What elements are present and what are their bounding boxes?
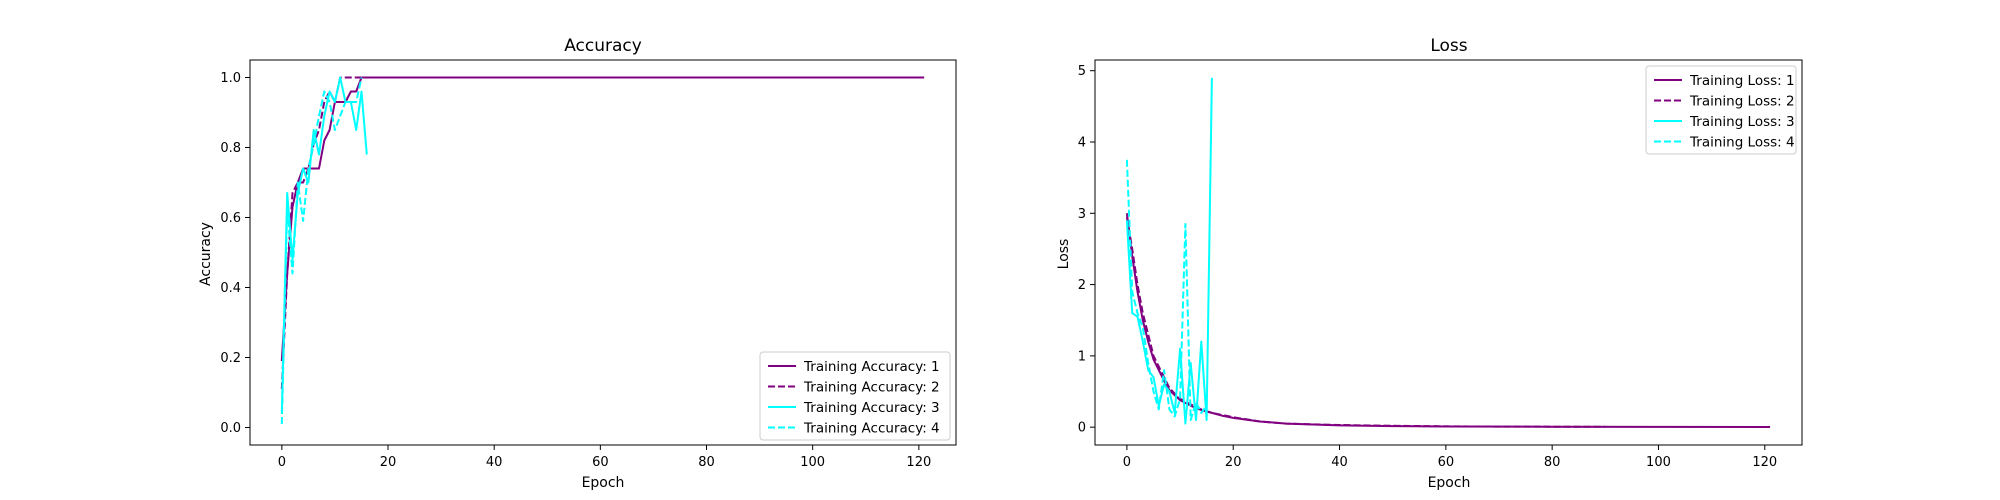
y-tick-label: 0.4 <box>220 281 241 296</box>
x-axis-label: Epoch <box>582 475 625 491</box>
y-axis-label: Accuracy <box>198 222 214 286</box>
x-tick-label: 100 <box>1646 455 1671 470</box>
y-tick-label: 1 <box>1078 349 1086 364</box>
series-line-3 <box>1125 77 1213 425</box>
x-tick-label: 0 <box>278 455 286 470</box>
series-line-1 <box>1125 213 1771 428</box>
y-tick-label: 0.8 <box>220 141 241 156</box>
accuracy-chart: Accuracy Epoch Accuracy 0 20 40 60 80 100 1200… <box>198 36 957 491</box>
legend-label: Training Accuracy: 2 <box>803 380 940 396</box>
plot-lines <box>1125 77 1771 428</box>
legend: Training Accuracy: 1 Training Accuracy: 2… <box>759 351 951 441</box>
x-tick-label: 0 <box>1123 455 1131 470</box>
legend-label: Training Loss: 4 <box>1689 135 1795 151</box>
y-tick-label: 2 <box>1078 278 1086 293</box>
plot-frame <box>1094 59 1803 446</box>
axis-ticks: 0 20 40 60 80 100 120 0 1 2 3 4 5 <box>1078 64 1777 470</box>
legend-label: Training Accuracy: 4 <box>803 421 940 437</box>
series-line-1 <box>280 76 925 362</box>
legend-box <box>1645 65 1797 155</box>
series-line-4 <box>280 77 363 425</box>
x-tick-label: 40 <box>486 455 503 470</box>
x-tick-label: 80 <box>698 455 715 470</box>
y-tick-label: 5 <box>1078 64 1086 79</box>
x-tick-label: 100 <box>800 455 825 470</box>
axis-ticks: 0 20 40 60 80 100 120 0.0 0.2 0.4 0.6 0.8 1.0 <box>220 71 931 470</box>
y-tick-label: 0.6 <box>220 211 241 226</box>
legend-label: Training Loss: 3 <box>1689 114 1795 130</box>
legend-label: Training Loss: 2 <box>1689 94 1795 110</box>
y-tick-label: 0.0 <box>220 421 241 436</box>
legend-box <box>759 351 951 441</box>
x-axis-label: Epoch <box>1428 475 1471 491</box>
loss-chart: Loss Epoch Loss 0 20 40 60 80 100 120 0 1 2 3 4 5 Tr… <box>1056 36 1803 491</box>
legend-label: Training Accuracy: 1 <box>803 359 940 375</box>
x-tick-label: 120 <box>906 455 931 470</box>
chart-title: Accuracy <box>564 36 642 56</box>
series-line-2 <box>280 76 760 390</box>
y-tick-label: 0 <box>1078 421 1086 436</box>
legend-label: Training Accuracy: 3 <box>803 400 940 416</box>
x-tick-label: 40 <box>1331 455 1348 470</box>
y-tick-label: 3 <box>1078 207 1086 222</box>
x-tick-label: 60 <box>592 455 609 470</box>
y-tick-label: 4 <box>1078 135 1086 150</box>
y-tick-label: 0.2 <box>220 351 241 366</box>
legend-label: Training Loss: 1 <box>1689 73 1795 89</box>
x-tick-label: 80 <box>1544 455 1561 470</box>
legend: Training Loss: 1 Training Loss: 2 Training… <box>1645 65 1797 155</box>
plot-frame <box>249 59 957 446</box>
x-tick-label: 120 <box>1752 455 1777 470</box>
x-tick-label: 20 <box>380 455 397 470</box>
y-axis-label: Loss <box>1056 239 1072 270</box>
chart-title: Loss <box>1430 36 1467 56</box>
y-tick-label: 1.0 <box>220 71 241 86</box>
plot-lines <box>280 76 925 425</box>
x-tick-label: 20 <box>1225 455 1242 470</box>
series-line-4 <box>1125 159 1208 421</box>
x-tick-label: 60 <box>1438 455 1455 470</box>
